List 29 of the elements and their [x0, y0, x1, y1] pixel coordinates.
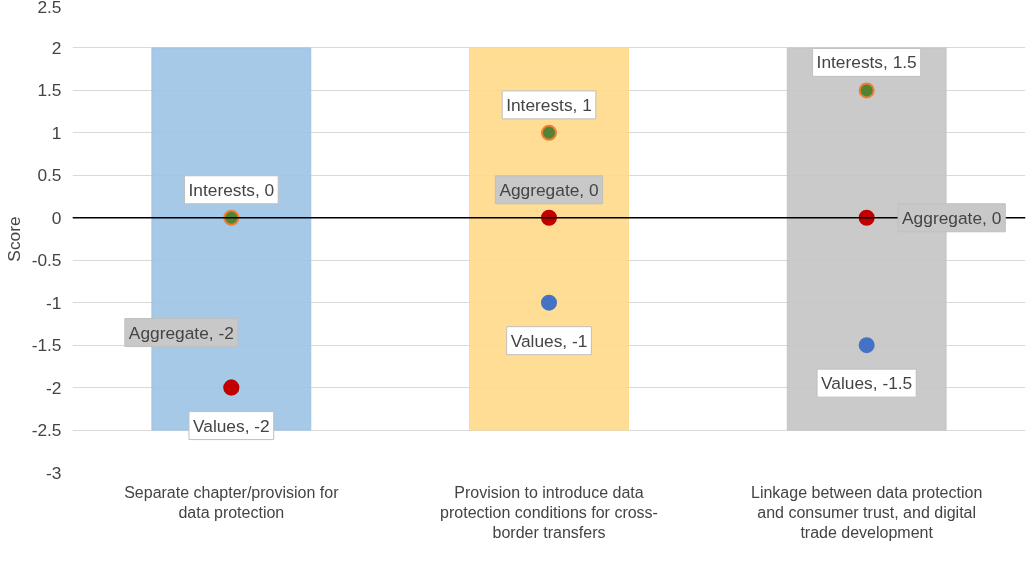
x-tick-label: Separate chapter/provision for data protection [124, 483, 340, 521]
y-tick-label: -0.5 [31, 250, 62, 271]
y-tick-label: 1 [51, 122, 62, 143]
point [858, 337, 875, 354]
point [541, 124, 557, 141]
data-label: Values, -1 [510, 330, 588, 351]
point [858, 82, 875, 99]
data-label: Interests, 1 [506, 94, 592, 115]
y-tick-label: -1.5 [31, 335, 62, 356]
data-label: Aggregate, 0 [499, 179, 599, 200]
x-tick-label: Linkage between data protection and consumer trust, and digital trade development [751, 483, 983, 542]
y-axis-title: Score [3, 216, 24, 262]
data-label: Aggregate, 0 [902, 207, 1002, 228]
y-tick-label: 0.5 [37, 165, 62, 186]
data-label: Values, -1.5 [821, 373, 913, 394]
x-tick-label: Provision to introduce data protection conditions for cross-border transfers [440, 483, 658, 542]
y-tick-label: 2.5 [37, 0, 62, 17]
y-tick-label: -3 [46, 462, 62, 483]
point [541, 294, 557, 311]
data-label: Interests, 1.5 [816, 52, 917, 73]
y-tick-label: 2 [51, 37, 62, 58]
y-tick-label: -2.5 [31, 420, 62, 441]
data-label: Aggregate, -2 [128, 322, 234, 343]
y-tick-label: 0 [51, 207, 62, 228]
y-tick-label: 1.5 [37, 80, 62, 101]
y-tick-label: -2 [46, 377, 62, 398]
data-label: Values, -2 [192, 415, 270, 436]
y-tick-label: -1 [46, 292, 62, 313]
data-label: Interests, 0 [188, 179, 275, 200]
